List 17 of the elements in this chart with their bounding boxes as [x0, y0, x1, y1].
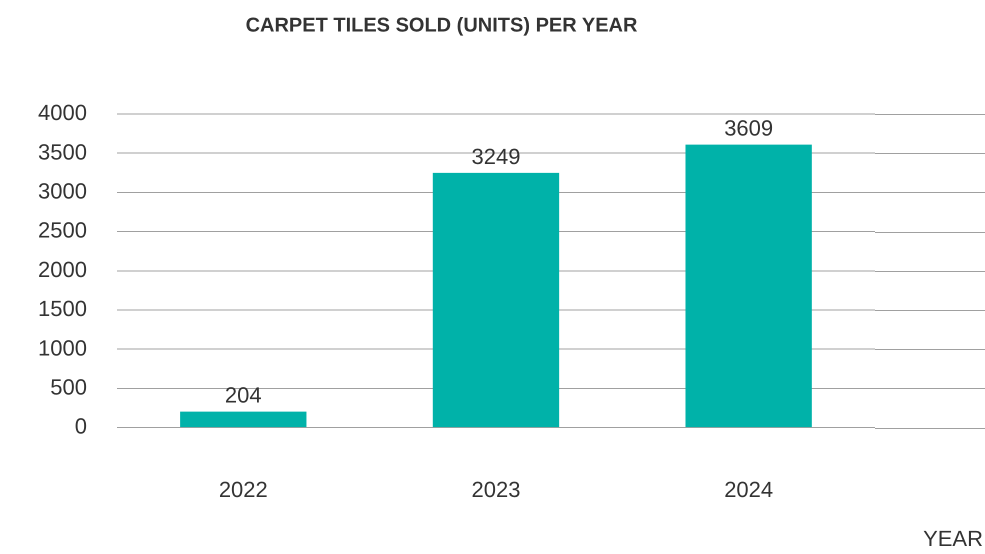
y-tick-label: 2500 — [38, 218, 87, 243]
chart-title: CARPET TILES SOLD (UNITS) PER YEAR — [246, 14, 638, 37]
y-tick-label: 1000 — [38, 335, 87, 360]
y-tick-label: 500 — [50, 374, 87, 400]
data-label: 204 — [224, 382, 262, 408]
x-axis-title: YEAR — [923, 526, 983, 552]
y-tick-label: 2000 — [38, 256, 87, 282]
x-tick-label: 2024 — [724, 476, 774, 502]
y-tick-label: 0 — [74, 414, 87, 439]
data-label: 3249 — [471, 144, 520, 169]
data-label: 3609 — [724, 116, 774, 141]
y-tick-label: 3000 — [38, 178, 87, 204]
y-tick-label: 1500 — [38, 296, 87, 322]
x-tick-label: 2023 — [471, 476, 520, 502]
y-tick-label: 3500 — [38, 139, 87, 164]
x-tick-label: 2022 — [218, 476, 268, 502]
y-tick-label: 4000 — [38, 100, 87, 126]
